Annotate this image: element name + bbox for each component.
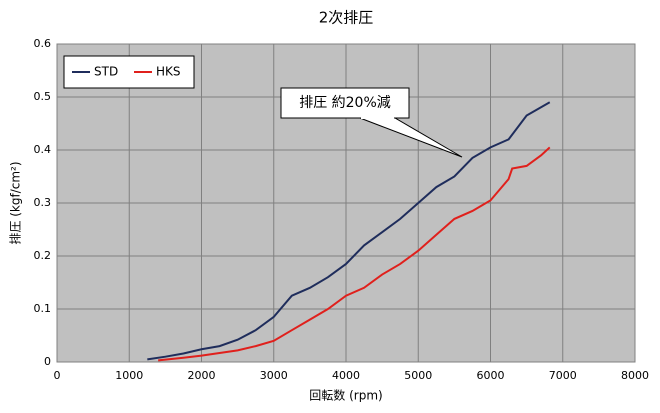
x-tick-label: 5000 <box>404 369 432 382</box>
y-axis-label: 排圧 (kgf/cm²) <box>9 161 23 244</box>
series-line <box>158 146 551 362</box>
x-tick-label: 4000 <box>332 369 360 382</box>
y-tick-label: 0.4 <box>34 143 52 156</box>
annotation-box <box>280 87 410 119</box>
x-tick-label: 7000 <box>549 369 577 382</box>
x-tick-label: 2000 <box>188 369 216 382</box>
y-tick-label: 0.6 <box>34 37 52 50</box>
y-tick-label: 0.3 <box>34 196 52 209</box>
annotation: 排圧 約20%減 <box>299 94 391 111</box>
x-axis-label: 回転数 (rpm) <box>309 388 382 403</box>
chart-title: 2次排圧 <box>319 9 374 27</box>
legend: STD HKS <box>63 55 195 89</box>
y-tick-label: 0.5 <box>34 90 52 103</box>
x-tick-label: 0 <box>54 369 61 382</box>
y-tick-label: 0 <box>44 355 51 368</box>
legend-label: HKS <box>156 65 181 79</box>
legend-label: STD <box>94 65 118 79</box>
y-tick-label: 0.2 <box>34 249 52 262</box>
x-tick-label: 8000 <box>621 369 649 382</box>
x-tick-label: 3000 <box>260 369 288 382</box>
series-line <box>147 101 551 361</box>
x-tick-label: 6000 <box>477 369 505 382</box>
y-tick-label: 0.1 <box>34 302 52 315</box>
x-tick-label: 1000 <box>115 369 143 382</box>
